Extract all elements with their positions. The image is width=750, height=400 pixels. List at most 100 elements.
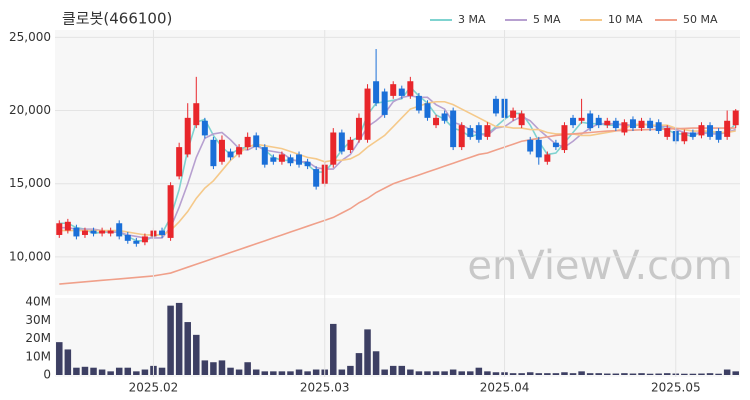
y-tick-label: 0 — [43, 368, 51, 382]
candle-body — [278, 154, 285, 162]
volume-bar — [372, 351, 380, 375]
candle-body — [124, 234, 131, 241]
candle-body — [664, 128, 671, 137]
candle-body — [398, 88, 405, 96]
candle-body — [655, 122, 662, 132]
volume-bar — [389, 365, 397, 375]
volume-bar — [90, 367, 97, 375]
volume-bar — [681, 373, 688, 375]
volume-bar — [201, 360, 209, 375]
candle-body — [527, 139, 534, 152]
candle-body — [441, 113, 448, 121]
volume-bar — [193, 334, 200, 375]
candle-body — [390, 84, 397, 96]
volume-bar — [56, 342, 63, 375]
candle-body — [475, 125, 482, 140]
candle-body — [707, 125, 714, 137]
candle-body — [330, 132, 337, 165]
volume-bar — [595, 373, 602, 375]
volume-bar — [621, 373, 628, 375]
candle-body — [638, 120, 645, 129]
candle-body — [689, 132, 696, 137]
volume-bar — [381, 369, 388, 375]
candle-body — [347, 139, 354, 151]
candle-body — [184, 117, 191, 155]
candle-body — [732, 110, 739, 126]
volume-bar — [167, 305, 174, 375]
volume-panel — [55, 298, 740, 377]
candle-body — [227, 151, 234, 158]
volume-bar — [449, 369, 457, 375]
volume-bar — [586, 373, 594, 375]
volume-bar — [330, 323, 337, 375]
candle-body — [133, 240, 140, 244]
candle-body — [296, 154, 303, 165]
candle-body — [715, 131, 722, 140]
candle-body — [338, 132, 345, 152]
volume-bar — [458, 371, 465, 375]
volume-bar — [261, 371, 269, 375]
y-tick-label: 40M — [25, 295, 51, 309]
volume-bar — [467, 371, 474, 375]
candle-body — [141, 236, 148, 243]
volume-bar — [407, 369, 414, 375]
candle-body — [201, 120, 208, 136]
candle-body — [218, 139, 225, 162]
candle-body — [236, 147, 243, 155]
volume-bar — [706, 373, 714, 375]
volume-bar — [98, 369, 106, 375]
candle-body — [681, 132, 688, 142]
candle-body — [244, 136, 251, 148]
candle-body — [578, 117, 585, 121]
y-tick-label: 10,000 — [9, 249, 51, 263]
volume-bar — [227, 367, 234, 375]
volume-bar — [278, 371, 286, 375]
volume-bar — [526, 372, 534, 375]
volume-bar — [124, 367, 132, 375]
volume-bar — [175, 302, 183, 375]
candle-body — [433, 117, 440, 126]
candle-body — [492, 98, 499, 114]
volume-bar — [355, 353, 363, 375]
candle-body — [612, 120, 619, 129]
volume-bar — [252, 369, 260, 375]
volume-bar — [715, 373, 722, 375]
volume-bar — [535, 373, 543, 375]
candle-body — [484, 125, 491, 137]
candle-body — [304, 161, 311, 167]
candle-body — [107, 230, 114, 234]
candle-body — [253, 135, 260, 148]
volume-bar — [518, 373, 525, 375]
candle-body — [595, 117, 602, 126]
volume-bar — [732, 371, 739, 375]
volume-bar — [338, 369, 346, 375]
candle-body — [544, 154, 551, 162]
y-tick-label: 15,000 — [9, 176, 51, 190]
candle-body — [56, 223, 63, 235]
candle-body — [552, 142, 559, 148]
candle-body — [73, 227, 80, 237]
volume-bar — [698, 373, 705, 375]
volume-bar — [295, 369, 303, 375]
legend-label: 50 MA — [683, 13, 718, 26]
volume-bar — [235, 369, 243, 375]
candle-body — [261, 147, 268, 165]
candle-body — [313, 169, 320, 187]
volume-bar — [544, 373, 551, 375]
volume-bar — [158, 367, 166, 375]
x-tick-label: 2025.02 — [129, 381, 179, 395]
candle-body — [629, 119, 636, 129]
y-tick-label: 20,000 — [9, 103, 51, 117]
volume-bar — [141, 369, 149, 375]
candle-body — [647, 120, 654, 129]
candle-body — [210, 139, 217, 167]
price-panel — [55, 30, 740, 295]
candle-body — [381, 91, 388, 115]
volume-bar — [569, 373, 577, 375]
volume-bar — [415, 371, 423, 375]
watermark: enViewV.com — [467, 243, 732, 289]
candle-body — [535, 139, 542, 158]
legend-label: 5 MA — [533, 13, 561, 26]
volume-bar — [424, 371, 431, 375]
volume-bar — [689, 373, 697, 375]
